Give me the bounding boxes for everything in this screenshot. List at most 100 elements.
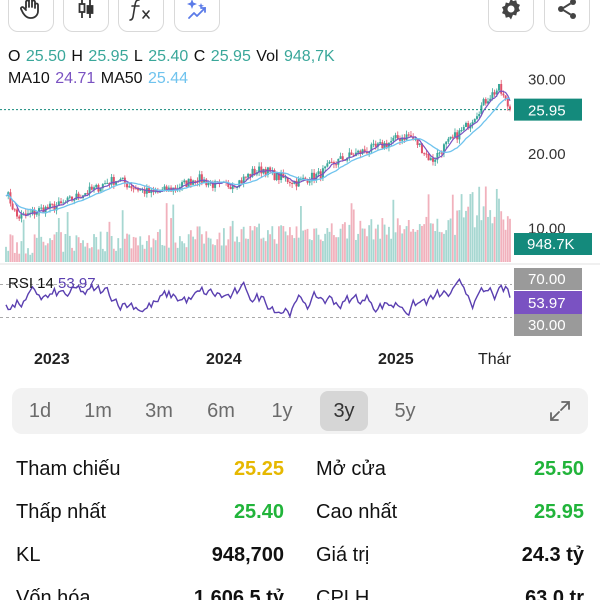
volume-bar xyxy=(178,236,181,262)
volume-bar xyxy=(253,226,256,262)
candle-body xyxy=(211,182,214,188)
volume-bar xyxy=(205,231,208,262)
candle-body xyxy=(251,168,254,177)
volume-bar xyxy=(284,231,287,262)
expand-icon[interactable] xyxy=(548,399,572,428)
volume-bar xyxy=(416,229,419,262)
candle-body xyxy=(71,196,74,201)
volume-bar xyxy=(335,237,338,262)
candle-body xyxy=(473,118,476,123)
volume-tag xyxy=(514,233,592,255)
period-3y[interactable]: 3y xyxy=(320,391,368,431)
candle-body xyxy=(438,152,441,154)
candle-body xyxy=(139,189,142,191)
volume-bar xyxy=(143,248,146,262)
candle-body xyxy=(392,137,395,141)
candle-body xyxy=(88,186,91,194)
settings-button[interactable] xyxy=(488,0,534,32)
candle-body xyxy=(326,163,329,167)
volume-bar xyxy=(267,230,269,262)
volume-bar xyxy=(156,232,159,262)
volume-bar xyxy=(372,239,375,262)
period-1m[interactable]: 1m xyxy=(84,400,112,422)
volume-bar xyxy=(278,226,280,262)
volume-bar xyxy=(167,247,170,262)
volume-bar xyxy=(297,237,300,262)
period-5y[interactable]: 5y xyxy=(394,400,416,422)
volume-bar xyxy=(183,243,186,262)
candle-body xyxy=(264,168,267,175)
candle-body xyxy=(330,161,333,163)
candle-body xyxy=(33,210,36,215)
candle-body xyxy=(11,203,14,210)
volume-bar xyxy=(355,239,357,262)
volume-bar xyxy=(75,235,78,262)
share-button[interactable] xyxy=(544,0,590,32)
period-3m[interactable]: 3m xyxy=(145,400,173,422)
volume-bar xyxy=(341,224,344,262)
volume-bar xyxy=(361,228,364,262)
close-label: C xyxy=(193,48,206,65)
candle-body xyxy=(484,99,487,104)
volume-bar xyxy=(62,251,65,262)
candle-body xyxy=(119,179,122,181)
volume-bar xyxy=(388,226,390,262)
volume-bar xyxy=(123,238,126,262)
candle-body xyxy=(429,158,432,161)
mo-cua-value: 25.50 xyxy=(533,458,584,480)
volume-bar xyxy=(401,233,404,262)
volume-bar xyxy=(181,241,183,262)
volume-bar xyxy=(225,245,227,262)
volume-bar xyxy=(480,220,483,262)
volume-bar xyxy=(198,226,201,262)
volume-bar xyxy=(55,232,58,262)
price-tag xyxy=(514,98,582,121)
volume-bar xyxy=(482,206,485,262)
chart-type-button[interactable] xyxy=(63,0,109,32)
candle-body xyxy=(310,172,313,182)
volume-bar xyxy=(24,253,27,262)
indicator-button[interactable] xyxy=(118,0,164,32)
candle-body xyxy=(280,173,283,180)
candle-body xyxy=(462,126,465,131)
candle-body xyxy=(412,136,415,140)
candle-body xyxy=(35,212,38,215)
volume-bar xyxy=(174,242,177,262)
volume-bar xyxy=(187,234,190,262)
candle-body xyxy=(442,144,445,154)
volume-bar xyxy=(432,223,434,262)
candle-body xyxy=(253,168,256,175)
candle-body xyxy=(134,188,137,190)
volume-bar xyxy=(44,245,47,262)
volume-bar xyxy=(304,229,307,262)
volume-bar xyxy=(101,248,104,262)
volume-bar xyxy=(471,192,474,262)
candle-body xyxy=(288,182,291,184)
volume-bar xyxy=(363,228,366,262)
volume-bar xyxy=(346,238,349,262)
candle-body xyxy=(60,201,63,204)
volume-bar xyxy=(7,250,10,262)
volume-bar xyxy=(86,242,89,262)
volume-bar xyxy=(262,237,265,262)
function-icon xyxy=(127,0,155,21)
volume-bar xyxy=(504,229,507,262)
candle-body xyxy=(493,92,496,95)
ai-button[interactable] xyxy=(174,0,220,32)
period-1d[interactable]: 1d xyxy=(28,400,52,422)
volume-bar xyxy=(194,239,197,262)
hand-tool-button[interactable] xyxy=(8,0,54,32)
volume-bar xyxy=(493,216,496,262)
volume-bar xyxy=(249,225,252,262)
candle-body xyxy=(451,136,454,138)
volume-bar xyxy=(97,249,100,262)
period-6m[interactable]: 6m xyxy=(207,400,235,422)
volume-bar xyxy=(242,226,245,262)
volume-bar xyxy=(429,223,432,262)
candle-body xyxy=(423,153,426,155)
volume-bar xyxy=(90,247,93,262)
volume-bar xyxy=(465,210,467,262)
volume-bar xyxy=(282,226,285,262)
period-1y[interactable]: 1y xyxy=(271,400,293,422)
